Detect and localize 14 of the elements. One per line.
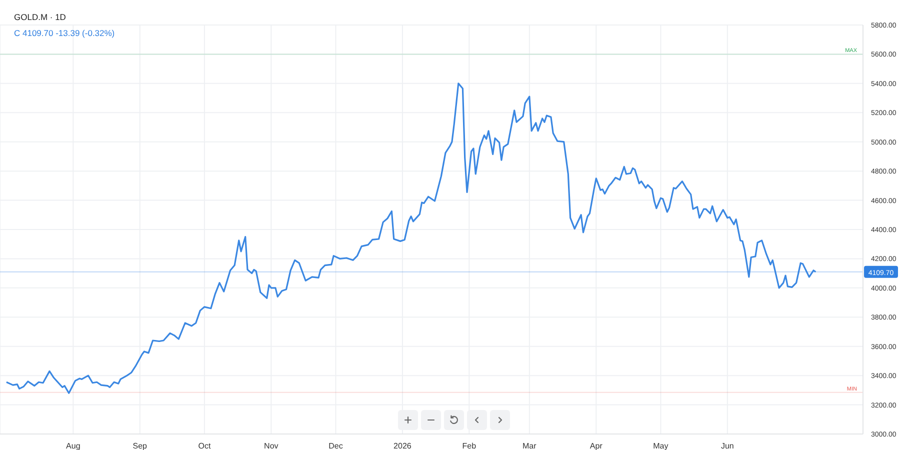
x-tick-label: Feb	[462, 442, 477, 450]
x-tick-label: Nov	[264, 442, 278, 450]
x-tick-label: Sep	[132, 442, 148, 450]
x-tick-label: Apr	[590, 442, 603, 450]
line-series	[6, 82, 816, 394]
x-tick-label: May	[653, 442, 668, 450]
x-tick-label: Jun	[720, 442, 734, 450]
x-tick-label: 2026	[394, 442, 412, 450]
chart-subtitle: C 4109.70 -13.39 (-0.32%)	[14, 28, 115, 38]
x-tick-label: Aug	[66, 442, 80, 450]
x-tick-label: Oct	[198, 442, 212, 450]
x-tick-label: Mar	[522, 442, 537, 450]
chart-title: GOLD.M · 1D	[14, 12, 66, 22]
x-tick-label: Dec	[328, 442, 343, 450]
